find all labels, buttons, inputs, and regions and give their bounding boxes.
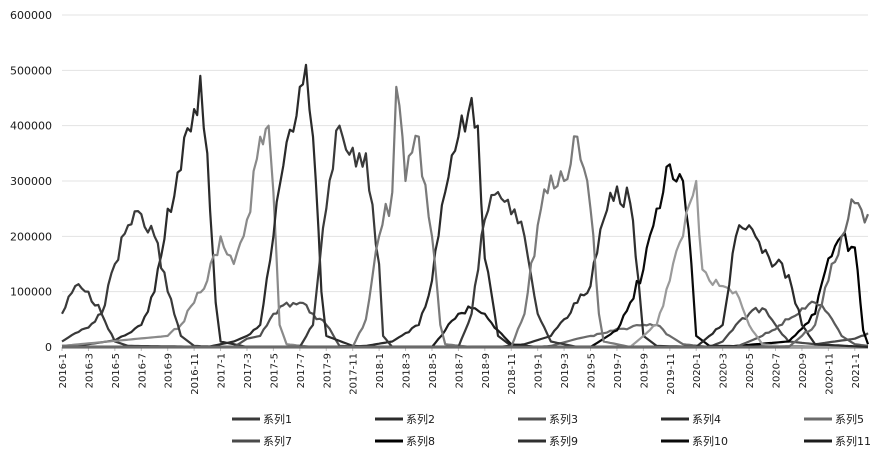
legend-label: 系列10 bbox=[692, 434, 728, 448]
legend-label: 系列5 bbox=[835, 412, 864, 426]
x-tick-label: 2016-7 bbox=[137, 353, 148, 388]
y-tick-label: 100000 bbox=[10, 286, 52, 299]
legend-label: 系列2 bbox=[406, 412, 435, 426]
y-tick-label: 200000 bbox=[10, 230, 52, 243]
x-tick-label: 2018-9 bbox=[481, 353, 492, 388]
x-tick-label: 2020-11 bbox=[824, 353, 835, 395]
series-lines bbox=[61, 63, 870, 349]
series-line bbox=[62, 198, 870, 349]
x-tick-label: 2019-1 bbox=[534, 353, 545, 388]
x-tick-label: 2017-5 bbox=[269, 353, 280, 388]
y-tick-label: 0 bbox=[45, 341, 52, 354]
x-tick-label: 2018-1 bbox=[375, 353, 386, 388]
x-tick-label: 2016-1 bbox=[58, 353, 69, 388]
x-tick-label: 2020-5 bbox=[745, 353, 756, 388]
x-tick-label: 2017-7 bbox=[296, 353, 307, 388]
legend-label: 系列9 bbox=[549, 434, 578, 448]
series-line bbox=[62, 63, 868, 349]
y-tick-label: 500000 bbox=[10, 64, 52, 77]
x-tick-label: 2019-9 bbox=[639, 353, 650, 388]
y-axis: 0 100000 200000 300000 400000 500000 600000 bbox=[10, 9, 52, 354]
x-tick-label: 2016-3 bbox=[84, 353, 95, 388]
series-line bbox=[61, 210, 868, 349]
legend: 系列1系列2系列3系列4系列5系列6系列7系列8系列9系列10系列11系列12 bbox=[232, 412, 871, 448]
legend-label: 系列3 bbox=[549, 412, 578, 426]
x-tick-label: 2017-9 bbox=[322, 353, 333, 388]
x-tick-label: 2020-9 bbox=[798, 353, 809, 388]
x-tick-label: 2021-1 bbox=[851, 353, 862, 388]
x-axis: 2016-1 2016-3 2016-5 2016-7 2016-9 2016-11 201… bbox=[58, 347, 862, 395]
series-line bbox=[62, 96, 868, 349]
x-tick-label: 2018-5 bbox=[428, 353, 439, 388]
x-tick-label: 2019-7 bbox=[613, 353, 624, 388]
legend-label: 系列4 bbox=[692, 412, 721, 426]
x-tick-label: 2019-3 bbox=[560, 353, 571, 388]
x-tick-label: 2018-7 bbox=[454, 353, 465, 388]
series-line bbox=[62, 305, 868, 349]
x-tick-label: 2018-3 bbox=[402, 353, 413, 388]
x-tick-label: 2016-5 bbox=[111, 353, 122, 388]
series-line bbox=[61, 74, 868, 349]
x-tick-label: 2020-1 bbox=[692, 353, 703, 388]
x-tick-label: 2020-3 bbox=[719, 353, 730, 388]
x-tick-label: 2017-3 bbox=[243, 353, 254, 388]
legend-label: 系列1 bbox=[263, 412, 292, 426]
series-line bbox=[62, 301, 868, 349]
x-tick-label: 2017-1 bbox=[217, 353, 228, 388]
legend-label: 系列8 bbox=[406, 434, 435, 448]
x-tick-label: 2018-11 bbox=[507, 353, 518, 395]
legend-label: 系列11 bbox=[835, 434, 871, 448]
series-line bbox=[62, 323, 868, 349]
y-tick-label: 400000 bbox=[10, 120, 52, 133]
x-tick-label: 2019-5 bbox=[587, 353, 598, 388]
gridlines bbox=[62, 14, 868, 348]
x-tick-label: 2016-11 bbox=[190, 353, 201, 395]
x-tick-label: 2020-7 bbox=[772, 353, 783, 388]
y-tick-label: 300000 bbox=[10, 175, 52, 188]
x-tick-label: 2017-11 bbox=[349, 353, 360, 395]
legend-label: 系列7 bbox=[263, 434, 292, 448]
x-tick-label: 2019-11 bbox=[666, 353, 677, 395]
x-tick-label: 2016-9 bbox=[164, 353, 175, 388]
y-tick-label: 600000 bbox=[10, 9, 52, 22]
